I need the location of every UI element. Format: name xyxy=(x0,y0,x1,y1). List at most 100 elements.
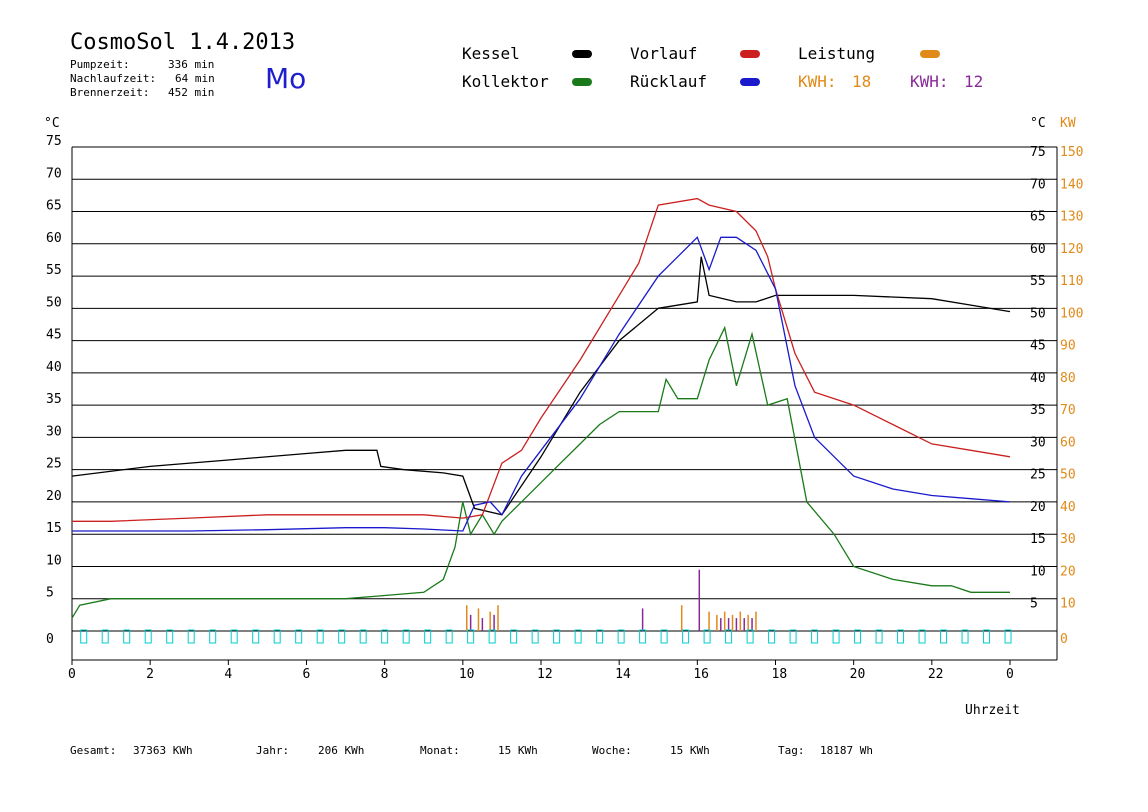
stat-brennerzeit-label: Brennerzeit: xyxy=(70,86,150,99)
x-tick-label: 0 xyxy=(1006,667,1014,682)
x-tick-label: 10 xyxy=(459,667,475,682)
stat-nachlaufzeit-label: Nachlaufzeit: xyxy=(70,72,157,85)
y2-tick-label: 90 xyxy=(1060,339,1076,354)
pump-state-marker xyxy=(725,629,733,644)
legend-vorlauf-swatch xyxy=(740,50,760,58)
y-tick-label-left: 75 xyxy=(46,134,62,149)
x-tick-label: 14 xyxy=(615,667,631,682)
y-tick-label-left: 30 xyxy=(46,424,62,439)
y2-tick-label: 110 xyxy=(1060,274,1083,289)
y-axis-right-unit: °C xyxy=(1030,116,1046,131)
pump-state-marker xyxy=(1004,629,1012,644)
footer-monat-label: Monat: xyxy=(420,744,460,757)
x-tick-label: 6 xyxy=(303,667,311,682)
pump-state-marker xyxy=(703,629,711,644)
y2-tick-label: 80 xyxy=(1060,371,1076,386)
footer-woche-label: Woche: xyxy=(592,744,632,757)
series-line-vorlauf xyxy=(72,197,1011,522)
y-tick-label-left: 20 xyxy=(46,489,62,504)
pump-state-marker xyxy=(918,629,926,644)
pump-state-marker xyxy=(746,629,754,644)
pump-state-marker xyxy=(187,629,195,644)
pump-state-marker xyxy=(316,629,324,644)
y-tick-label-right: 35 xyxy=(1030,403,1046,418)
x-tick-label: 0 xyxy=(68,667,76,682)
x-tick-label: 18 xyxy=(772,667,788,682)
y2-tick-label: 140 xyxy=(1060,177,1083,192)
pump-state-marker xyxy=(252,629,260,644)
stat-nachlaufzeit-value: 64 min xyxy=(175,72,215,85)
y-tick-label-left: 5 xyxy=(46,586,54,601)
legend-vorlauf-label: Vorlauf xyxy=(630,44,698,63)
x-tick-label: 12 xyxy=(537,667,553,682)
series-line-rcklauf xyxy=(72,236,1011,532)
pump-state-marker xyxy=(424,629,432,644)
legend-kwh2-label: KWH: xyxy=(910,72,949,91)
legend-kwh2-value: 12 xyxy=(964,72,984,91)
pump-state-marker xyxy=(682,629,690,644)
app-title: CosmoSol 1.4.2013 xyxy=(70,30,296,55)
y2-tick-label: 40 xyxy=(1060,500,1076,515)
y2-tick-label: 120 xyxy=(1060,242,1083,257)
pump-state-marker xyxy=(639,629,647,644)
y2-tick-label: 60 xyxy=(1060,435,1076,450)
pump-state-marker xyxy=(811,629,819,644)
pump-state-marker xyxy=(402,629,410,644)
pump-state-marker xyxy=(940,629,948,644)
pump-state-marker xyxy=(897,629,905,644)
x-tick-label: 4 xyxy=(224,667,232,682)
y2-tick-label: 20 xyxy=(1060,564,1076,579)
x-tick-label: 2 xyxy=(146,667,154,682)
y-axis-right2-unit: KW xyxy=(1060,116,1076,131)
footer-tag-value: 18187 Wh xyxy=(820,744,873,757)
y-tick-label-right: 55 xyxy=(1030,274,1046,289)
legend-ruecklauf-swatch xyxy=(740,78,760,86)
pump-state-marker xyxy=(101,629,109,644)
y-tick-label-left: 45 xyxy=(46,328,62,343)
pump-state-marker xyxy=(230,629,238,644)
y-tick-label-left: 55 xyxy=(46,263,62,278)
weekday-label: Mo xyxy=(265,62,307,95)
footer-jahr-value: 206 KWh xyxy=(318,744,365,757)
x-tick-label: 16 xyxy=(693,667,709,682)
y-tick-label-right: 15 xyxy=(1030,532,1046,547)
y-tick-label-right: 50 xyxy=(1030,306,1046,321)
pump-state-marker xyxy=(467,629,475,644)
pump-state-marker xyxy=(789,629,797,644)
x-tick-label: 8 xyxy=(381,667,389,682)
pump-state-marker xyxy=(983,629,991,644)
y2-tick-label: 10 xyxy=(1060,597,1076,612)
footer-woche-value: 15 KWh xyxy=(670,744,710,757)
y2-tick-label: 130 xyxy=(1060,210,1083,225)
y-tick-label-left: 35 xyxy=(46,392,62,407)
pump-state-marker xyxy=(854,629,862,644)
pump-state-marker xyxy=(338,629,346,644)
y2-tick-label: 150 xyxy=(1060,145,1083,160)
legend-kollektor-swatch xyxy=(572,78,592,86)
y2-tick-label: 0 xyxy=(1060,632,1068,647)
pump-state-marker xyxy=(553,629,561,644)
pump-state-marker xyxy=(166,629,174,644)
y2-tick-label: 70 xyxy=(1060,403,1076,418)
legend-kessel-label: Kessel xyxy=(462,44,520,63)
legend-kwh1-label: KWH: xyxy=(798,72,837,91)
series-line-kollektor xyxy=(71,325,1010,619)
stat-pumpzeit-label: Pumpzeit: xyxy=(70,58,130,71)
y2-tick-label: 100 xyxy=(1060,306,1083,321)
pump-state-marker xyxy=(832,629,840,644)
footer-jahr-label: Jahr: xyxy=(256,744,290,757)
y-tick-label-right: 45 xyxy=(1030,339,1046,354)
pump-state-marker xyxy=(381,629,389,644)
y-tick-label-right: 30 xyxy=(1030,435,1046,450)
stat-brennerzeit-value: 452 min xyxy=(168,86,215,99)
x-tick-label: 22 xyxy=(928,667,944,682)
pump-state-marker xyxy=(596,629,604,644)
y-tick-label-right: 65 xyxy=(1030,210,1046,225)
pump-state-marker xyxy=(574,629,582,644)
pump-state-marker xyxy=(295,629,303,644)
pump-state-marker xyxy=(80,629,88,644)
y-tick-label-left: 15 xyxy=(46,521,62,536)
y-tick-label-right: 60 xyxy=(1030,242,1046,257)
footer-gesamt-label: Gesamt: xyxy=(70,744,117,757)
